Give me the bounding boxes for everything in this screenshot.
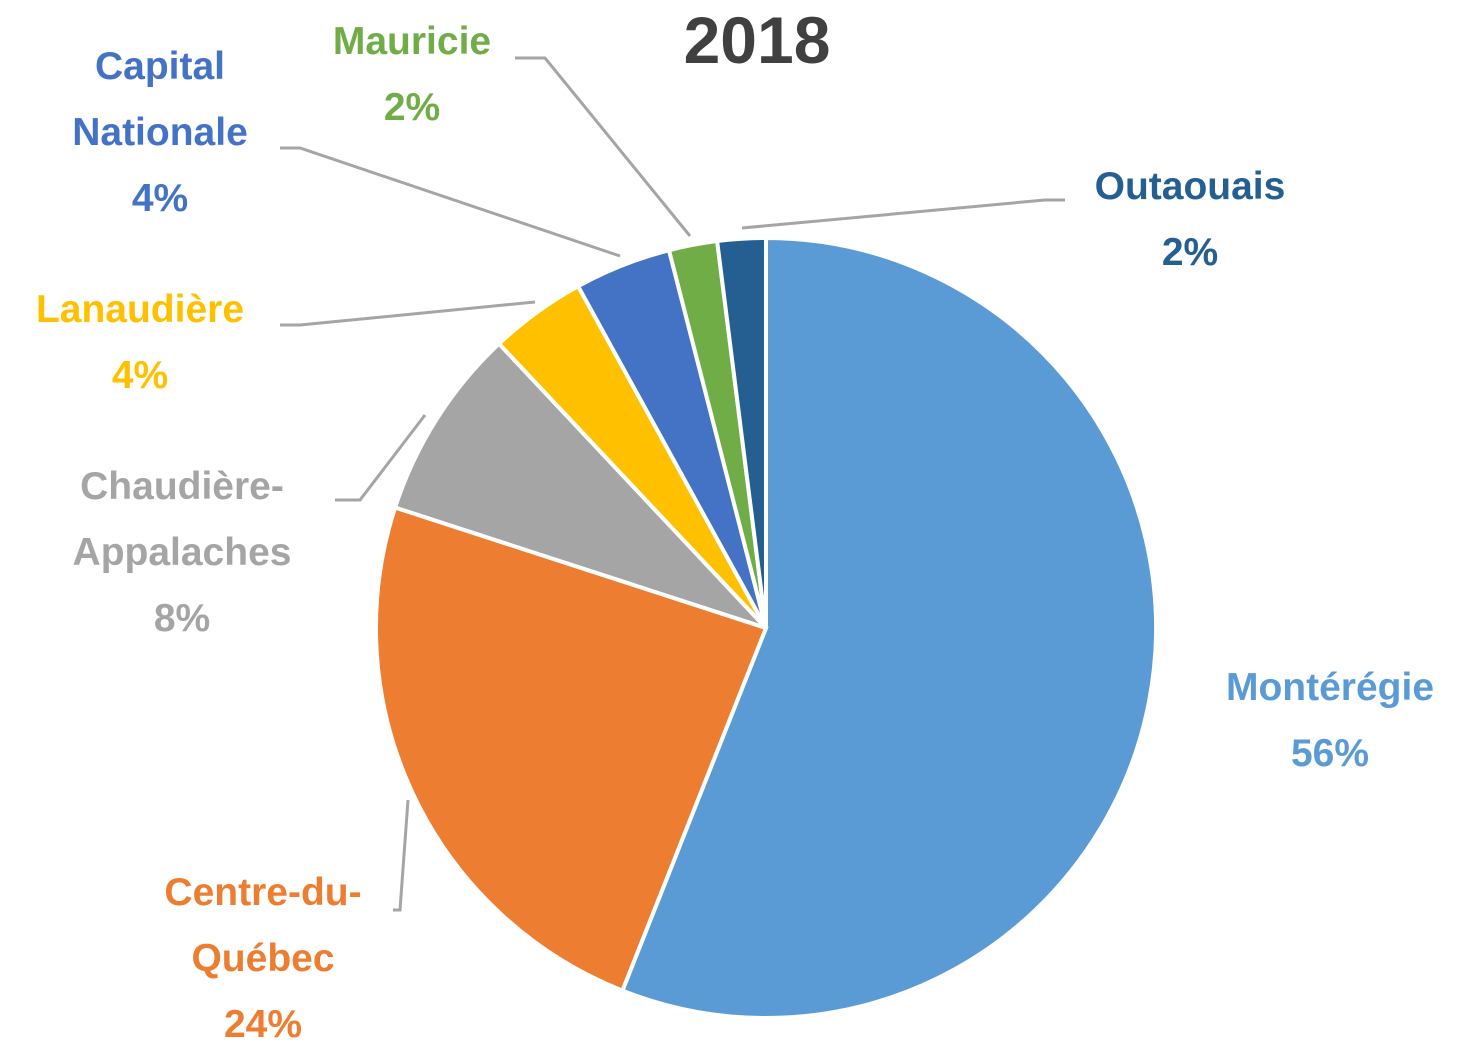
- data-label: Montérégie 56%: [1170, 655, 1471, 787]
- pie-slice: [714, 235, 768, 629]
- data-label: Lanaudière 4%: [5, 277, 275, 409]
- leader-line: [280, 146, 621, 258]
- value-label: 4%: [131, 177, 189, 220]
- leader-line: [280, 300, 536, 327]
- leader-line: [515, 56, 692, 237]
- category-label: Montérégie: [1225, 666, 1435, 709]
- chart-title: 2018: [683, 3, 831, 77]
- value-label: 56%: [1290, 732, 1370, 775]
- value-label: 2%: [1161, 231, 1219, 274]
- value-label: 8%: [153, 597, 211, 640]
- category-label: Capital Nationale: [72, 45, 248, 154]
- category-label: Outaouais: [1094, 165, 1286, 208]
- pie-slice: [392, 340, 768, 630]
- value-label: 4%: [111, 354, 169, 397]
- data-label: Mauricie 2%: [302, 9, 522, 141]
- category-label: Chaudière-Appalaches: [72, 465, 292, 574]
- leader-line: [335, 414, 427, 502]
- value-label: 2%: [383, 86, 441, 129]
- category-label: Centre-du-Québec: [164, 871, 362, 980]
- value-label: 24%: [223, 1003, 303, 1046]
- category-label: Lanaudière: [35, 288, 245, 331]
- category-label: Mauricie: [332, 20, 492, 63]
- data-label: Chaudière-Appalaches 8%: [37, 454, 327, 652]
- leader-line: [741, 198, 1065, 230]
- pie-slice: [619, 235, 1158, 1020]
- leader-line: [393, 799, 410, 912]
- pie-slice: [374, 504, 769, 994]
- data-label: Centre-du-Québec 24%: [133, 860, 393, 1058]
- data-label: Outaouais 2%: [1060, 154, 1320, 286]
- data-label: Capital Nationale 4%: [35, 34, 285, 232]
